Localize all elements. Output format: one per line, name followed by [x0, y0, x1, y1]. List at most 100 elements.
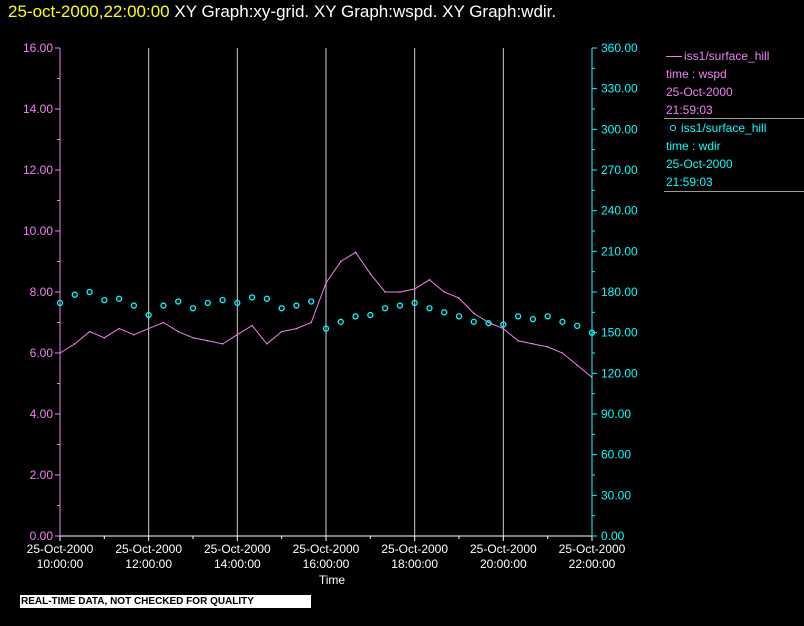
wdir-point — [234, 299, 241, 306]
legend-entry-wspd: iss1/surface_hill time : wspd 25-Oct-200… — [666, 47, 769, 119]
wdir-point — [588, 329, 596, 336]
right-tick-label: 150.00 — [601, 326, 638, 340]
right-tick-label: 120.00 — [601, 366, 638, 380]
wspd-point — [133, 333, 135, 336]
wspd-point — [369, 272, 372, 275]
wspd-point — [458, 297, 460, 299]
wdir-point — [514, 313, 522, 320]
x-tick-label-time: 12:00:00 — [125, 557, 172, 571]
wdir-point — [337, 318, 344, 325]
x-tick-label-date: 25-Oct-2000 — [27, 542, 94, 556]
left-tick-label: 10.00 — [23, 224, 53, 238]
wspd-point — [251, 324, 253, 327]
wdir-point — [411, 299, 418, 306]
wspd-point — [517, 340, 519, 342]
wdir-point — [219, 296, 226, 304]
legend-line-marker — [666, 56, 682, 58]
legend-wspd-line-4: 21:59:03 — [666, 103, 713, 117]
legend-wspd-line-2: time : wspd — [666, 67, 727, 81]
wdir-point — [101, 296, 108, 304]
left-tick-label: 14.00 — [23, 102, 53, 116]
wdir-point — [559, 318, 566, 325]
wspd-point — [546, 346, 549, 348]
wdir-point — [485, 320, 492, 327]
wspd-point — [576, 364, 579, 367]
legend-divider — [664, 118, 804, 119]
legend-wdir-line-1: iss1/surface_hill — [666, 119, 766, 137]
wspd-point — [73, 343, 76, 345]
wspd-point — [103, 336, 106, 339]
wdir-point — [470, 318, 477, 325]
x-tick-label-date: 25-Oct-2000 — [204, 542, 271, 556]
wdir-point — [441, 309, 448, 316]
wdir-point — [293, 302, 300, 309]
legend-wdir-line-4: 21:59:03 — [666, 175, 713, 189]
wspd-point — [221, 343, 224, 345]
wdir-point — [56, 299, 64, 306]
wdir-point — [544, 313, 551, 320]
wdir-point — [71, 291, 78, 298]
wspd-point — [236, 333, 239, 336]
left-tick-label: 6.00 — [30, 346, 54, 360]
right-tick-label: 180.00 — [601, 285, 638, 299]
wdir-point — [352, 313, 359, 320]
wdir-point — [175, 298, 182, 305]
x-tick-label-time: 18:00:00 — [391, 557, 438, 571]
header-timestamp: 25-oct-2000,22:00:00 — [8, 2, 170, 21]
wspd-point — [147, 327, 150, 330]
legend-wspd-station: iss1/surface_hill — [684, 49, 770, 63]
legend-circle-marker — [670, 125, 676, 132]
wdir-point — [322, 325, 330, 332]
legend-wdir-line-2: time : wdir — [666, 139, 721, 153]
wspd-point — [280, 330, 283, 333]
x-tick-label-date: 25-Oct-2000 — [293, 542, 360, 556]
legend-divider-bottom — [664, 191, 804, 192]
wdir-point — [86, 288, 93, 296]
right-tick-label: 30.00 — [601, 488, 631, 502]
wspd-point — [192, 336, 194, 339]
right-tick-label: 60.00 — [601, 448, 631, 462]
wdir-point — [115, 295, 123, 302]
left-tick-label: 16.00 — [23, 41, 53, 55]
wdir-point — [248, 294, 256, 301]
quality-banner: REAL-TIME DATA, NOT CHECKED FOR QUALITY — [20, 595, 311, 608]
wdir-point — [529, 315, 537, 323]
left-tick-label: 12.00 — [23, 163, 53, 177]
wspd-point — [443, 291, 446, 293]
x-axis-label: Time — [319, 573, 346, 587]
right-tick-label: 360.00 — [601, 41, 638, 55]
right-tick-label: 270.00 — [601, 163, 638, 177]
wspd-point — [532, 343, 534, 345]
right-tick-label: 90.00 — [601, 407, 631, 421]
wdir-point — [367, 311, 374, 319]
wdir-point — [160, 302, 167, 309]
right-tick-label: 210.00 — [601, 244, 638, 258]
left-tick-label: 8.00 — [30, 285, 54, 299]
right-tick-label: 330.00 — [601, 82, 638, 96]
right-tick-label: 300.00 — [601, 122, 638, 136]
wspd-point — [177, 330, 180, 333]
wdir-point — [381, 305, 389, 312]
x-tick-label-time: 22:00:00 — [569, 557, 616, 571]
left-tick-label: 2.00 — [30, 468, 54, 482]
left-tick-label: 0.00 — [30, 529, 54, 543]
wdir-point — [455, 313, 463, 320]
wdir-point — [189, 305, 197, 312]
wspd-point — [472, 312, 475, 315]
legend-wdir-station: iss1/surface_hill — [681, 121, 767, 135]
wdir-point — [204, 299, 211, 306]
wdir-point — [396, 302, 404, 309]
wdir-point — [308, 298, 315, 305]
wdir-point — [574, 322, 581, 330]
x-tick-label-date: 25-Oct-2000 — [559, 542, 626, 556]
wspd-point — [413, 288, 416, 290]
x-tick-label-time: 10:00:00 — [37, 557, 84, 571]
wspd-point — [591, 376, 593, 379]
x-tick-label-time: 16:00:00 — [303, 557, 350, 571]
wspd-point — [339, 260, 342, 263]
wdir-point — [130, 302, 138, 309]
wspd-point — [428, 279, 431, 281]
left-tick-label: 4.00 — [30, 407, 54, 421]
wspd-point — [310, 321, 313, 324]
